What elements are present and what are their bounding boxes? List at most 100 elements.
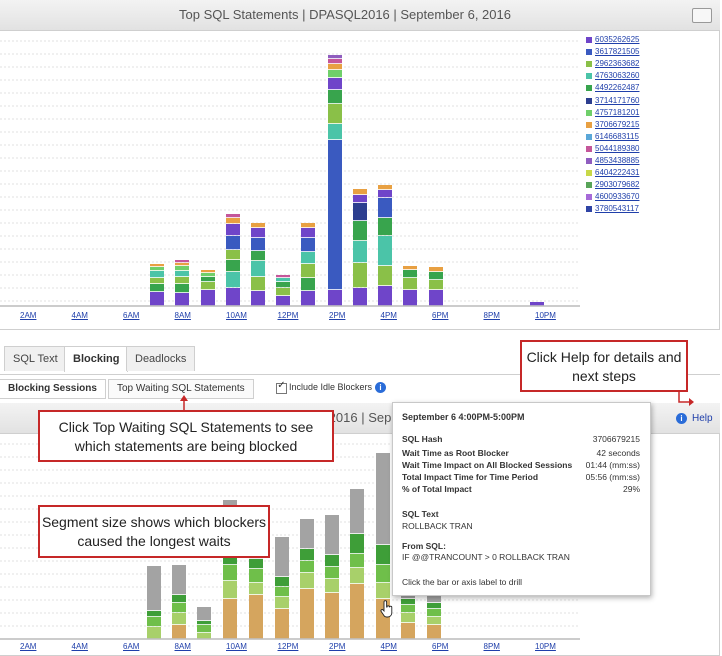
bar-segment bbox=[530, 302, 544, 306]
legend-label[interactable]: 3780543117 bbox=[595, 204, 639, 214]
legend-item[interactable]: 6035262625 bbox=[586, 34, 640, 46]
tab-sql-text[interactable]: SQL Text bbox=[4, 346, 67, 371]
bar-segment bbox=[276, 296, 290, 306]
x-axis-label[interactable]: 4AM bbox=[71, 311, 88, 320]
bar-segment bbox=[427, 609, 441, 617]
legend-swatch bbox=[586, 206, 592, 213]
top-bar bbox=[403, 266, 417, 306]
legend-item[interactable]: 2903079682 bbox=[586, 179, 640, 191]
bar-segment bbox=[175, 271, 189, 277]
bar-segment bbox=[429, 267, 443, 272]
x-axis-label[interactable]: 8AM bbox=[174, 311, 191, 320]
blocking-chart[interactable] bbox=[0, 434, 582, 640]
bar-segment bbox=[226, 260, 240, 272]
tooltip-row-label: Wait Time Impact on All Blocked Sessions bbox=[402, 460, 573, 470]
x-axis-label[interactable]: 12PM bbox=[277, 311, 299, 320]
top-bar bbox=[429, 267, 443, 306]
legend-label[interactable]: 4600933670 bbox=[595, 192, 640, 202]
bar-segment bbox=[429, 290, 443, 306]
x-axis-label[interactable]: 6AM bbox=[123, 311, 140, 320]
bar-segment bbox=[251, 261, 265, 277]
bar-segment bbox=[147, 617, 161, 627]
x-axis-label[interactable]: 10PM bbox=[535, 642, 556, 651]
info-icon[interactable]: i bbox=[375, 382, 386, 393]
legend-item[interactable]: 3617821505 bbox=[586, 46, 640, 58]
bar-segment bbox=[403, 278, 417, 290]
help-info-icon[interactable]: i bbox=[676, 413, 687, 424]
help-link[interactable]: Help bbox=[692, 413, 713, 424]
legend-label[interactable]: 6146683115 bbox=[595, 131, 639, 141]
x-axis-label[interactable]: 2AM bbox=[20, 642, 37, 651]
legend-item[interactable]: 4600933670 bbox=[586, 191, 640, 203]
legend-item[interactable]: 5044189380 bbox=[586, 143, 640, 155]
x-axis-label[interactable]: 8PM bbox=[483, 642, 500, 651]
bar-segment bbox=[175, 284, 189, 293]
tab-blocking[interactable]: Blocking bbox=[64, 346, 129, 372]
tab-deadlocks[interactable]: Deadlocks bbox=[126, 346, 196, 371]
tooltip-row-label: Total Impact Time for Time Period bbox=[402, 472, 539, 482]
subtab-top-waiting-sql[interactable]: Top Waiting SQL Statements bbox=[108, 379, 254, 399]
x-axis-label[interactable]: 6AM bbox=[123, 642, 140, 651]
x-axis-label[interactable]: 10AM bbox=[226, 311, 247, 320]
legend-label[interactable]: 4492262487 bbox=[595, 83, 640, 93]
bar-segment bbox=[300, 549, 314, 561]
legend-item[interactable]: 2962363682 bbox=[586, 58, 640, 70]
bar-segment bbox=[175, 277, 189, 284]
bar-segment bbox=[328, 104, 342, 124]
bar-segment bbox=[150, 271, 164, 278]
bar-segment bbox=[251, 251, 265, 261]
bar-segment bbox=[201, 282, 215, 290]
top-sql-chart[interactable] bbox=[0, 31, 582, 323]
legend-label[interactable]: 4763063260 bbox=[595, 71, 640, 81]
x-axis-label[interactable]: 4PM bbox=[380, 311, 397, 320]
legend-item[interactable]: 3714171760 bbox=[586, 95, 640, 107]
bar-segment bbox=[350, 568, 364, 584]
bar-segment bbox=[201, 277, 215, 282]
legend-label[interactable]: 2962363682 bbox=[595, 59, 640, 69]
legend-item[interactable]: 4853438885 bbox=[586, 155, 640, 167]
x-axis-label[interactable]: 4PM bbox=[380, 642, 397, 651]
x-axis-label[interactable]: 12PM bbox=[277, 642, 299, 651]
bar-segment bbox=[350, 554, 364, 568]
legend-item[interactable]: 3706679215 bbox=[586, 119, 640, 131]
legend-item[interactable]: 3780543117 bbox=[586, 203, 639, 215]
legend-label[interactable]: 6035262625 bbox=[595, 35, 640, 44]
x-axis-label[interactable]: 2AM bbox=[20, 311, 37, 320]
legend-swatch bbox=[586, 109, 592, 116]
legend-item[interactable]: 6146683115 bbox=[586, 131, 639, 143]
legend-label[interactable]: 3706679215 bbox=[595, 119, 640, 129]
subtab-blocking-sessions[interactable]: Blocking Sessions bbox=[0, 379, 106, 399]
bar-segment bbox=[197, 633, 211, 639]
x-axis-label[interactable]: 6PM bbox=[432, 642, 449, 651]
legend-label[interactable]: 4757181201 bbox=[595, 107, 640, 117]
x-axis-label[interactable]: 2PM bbox=[329, 311, 346, 320]
tooltip-row-value: 42 seconds bbox=[596, 448, 640, 458]
legend-label[interactable]: 3617821505 bbox=[595, 47, 640, 57]
top-bar bbox=[530, 302, 544, 306]
x-axis-label[interactable]: 8AM bbox=[174, 642, 191, 651]
legend-label[interactable]: 6404222431 bbox=[595, 168, 640, 178]
legend-item[interactable]: 6404222431 bbox=[586, 167, 640, 179]
x-axis-label[interactable]: 6PM bbox=[432, 311, 449, 320]
legend-item[interactable]: 4763063260 bbox=[586, 70, 640, 82]
x-axis-label[interactable]: 8PM bbox=[483, 311, 500, 320]
x-axis-label[interactable]: 4AM bbox=[71, 642, 88, 651]
legend-label[interactable]: 4853438885 bbox=[595, 156, 640, 165]
legend-item[interactable]: 4757181201 bbox=[586, 107, 640, 119]
x-axis-label[interactable]: 10AM bbox=[226, 642, 247, 651]
legend-label[interactable]: 2903079682 bbox=[595, 180, 640, 190]
include-idle-checkbox[interactable] bbox=[276, 383, 287, 394]
bar-segment bbox=[226, 224, 240, 236]
bar-segment bbox=[429, 272, 443, 280]
bar-segment bbox=[301, 238, 315, 252]
bar-segment bbox=[325, 555, 339, 567]
chart-options-icon[interactable] bbox=[692, 8, 712, 23]
legend-label[interactable]: 5044189380 bbox=[595, 143, 640, 153]
bar-segment bbox=[378, 198, 392, 218]
legend-item[interactable]: 4492262487 bbox=[586, 82, 640, 94]
bar-segment bbox=[403, 266, 417, 270]
x-axis-label[interactable]: 10PM bbox=[535, 311, 556, 320]
legend-label[interactable]: 3714171760 bbox=[595, 95, 640, 105]
x-axis-label[interactable]: 2PM bbox=[329, 642, 346, 651]
bar-segment bbox=[150, 278, 164, 284]
